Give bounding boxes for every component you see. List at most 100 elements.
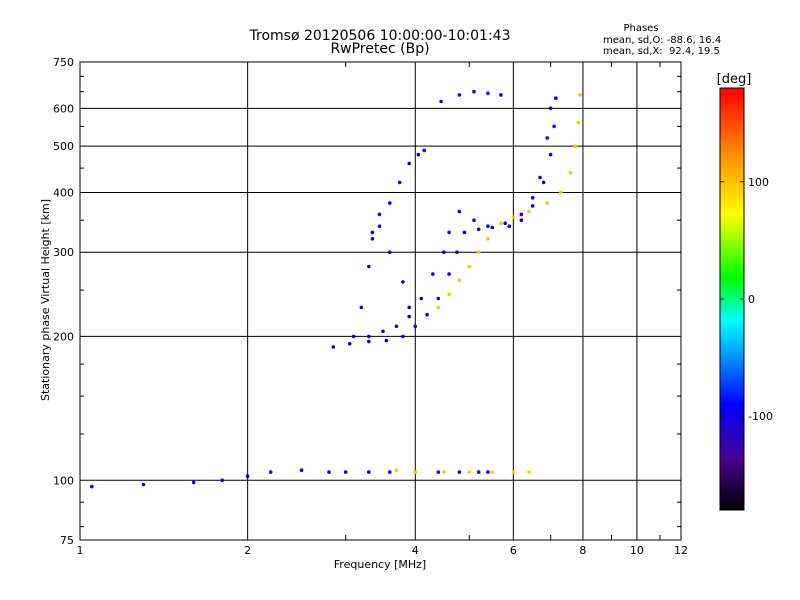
data-point-o xyxy=(401,334,405,339)
data-point-o xyxy=(407,314,412,319)
data-point-x xyxy=(447,292,451,297)
data-point-o xyxy=(457,209,462,214)
data-point-x xyxy=(436,305,441,310)
data-point-x xyxy=(576,120,581,125)
data-point-o xyxy=(519,212,524,217)
x-tick-label: 12 xyxy=(674,544,688,557)
data-point-o xyxy=(191,480,196,485)
x-tick-label: 2 xyxy=(244,544,251,557)
y-tick-label: 100 xyxy=(53,474,74,487)
data-point-o xyxy=(422,148,427,153)
data-point-o xyxy=(388,201,392,205)
data-point-x xyxy=(486,237,490,241)
data-point-o xyxy=(425,312,429,317)
data-point-o xyxy=(472,89,476,94)
y-tick-label: 75 xyxy=(60,534,74,547)
data-point-o xyxy=(347,342,352,346)
data-point-o xyxy=(554,96,558,100)
phases-box-line-o: mean, sd,O: -88.6, 16.4 xyxy=(603,35,721,46)
data-point-o xyxy=(90,484,94,489)
phases-box-title: Phases xyxy=(623,23,658,34)
phases-box-line-x: mean, sd,X: 92.4, 19.5 xyxy=(603,46,720,57)
data-point-x xyxy=(578,93,582,97)
chart-subtitle: RwPretec (Bp) xyxy=(330,41,429,57)
data-point-o xyxy=(367,334,371,339)
data-point-o xyxy=(401,280,405,284)
data-point-o xyxy=(245,474,250,479)
data-point-o xyxy=(351,334,356,339)
data-point-x xyxy=(467,264,472,269)
y-tick-label: 200 xyxy=(53,330,74,343)
data-point-o xyxy=(447,272,451,276)
data-point-o xyxy=(476,470,481,474)
data-point-o xyxy=(268,470,273,474)
data-point-x xyxy=(511,470,516,474)
data-point-o xyxy=(455,250,459,254)
data-point-o xyxy=(384,338,389,343)
data-point-x xyxy=(511,215,516,220)
y-tick-label: 600 xyxy=(53,102,74,115)
y-tick-label: 750 xyxy=(53,56,74,69)
data-point-o xyxy=(431,272,435,276)
data-point-o xyxy=(394,324,399,329)
data-point-x xyxy=(499,221,503,225)
grid-lines xyxy=(80,62,681,540)
data-point-o xyxy=(486,91,490,96)
x-tick-label: 4 xyxy=(412,544,419,557)
x-tick-label: 10 xyxy=(630,544,644,557)
data-point-x xyxy=(413,470,418,474)
data-point-o xyxy=(457,470,462,474)
colorbar-ticks: 100 0 -100 xyxy=(720,176,773,423)
data-point-o xyxy=(367,339,371,344)
data-point-o xyxy=(220,478,224,483)
data-point-o xyxy=(370,237,375,241)
data-point-o xyxy=(407,161,412,166)
data-point-o xyxy=(413,324,418,329)
x-tick-label: 8 xyxy=(579,544,586,557)
data-point-o xyxy=(476,227,481,232)
data-point-o xyxy=(343,470,348,474)
data-point-o xyxy=(486,470,490,474)
data-point-o xyxy=(552,124,556,129)
data-point-o xyxy=(436,470,441,474)
data-point-x xyxy=(568,170,573,175)
y-tick-label: 400 xyxy=(53,186,74,199)
data-point-o xyxy=(447,230,451,235)
data-point-x xyxy=(559,190,563,195)
colorbar-tick-label: 0 xyxy=(748,293,755,306)
data-point-o xyxy=(367,264,371,269)
data-point-o xyxy=(548,152,553,157)
y-tick-label: 300 xyxy=(53,246,74,259)
y-tick-label: 500 xyxy=(53,140,74,153)
data-point-o xyxy=(327,470,331,474)
data-point-o xyxy=(503,221,508,225)
data-points xyxy=(90,89,582,489)
data-point-o xyxy=(499,93,503,97)
data-point-o xyxy=(548,106,553,111)
x-axis-label: Frequency [MHz] xyxy=(334,558,426,571)
data-point-o xyxy=(419,296,424,301)
colorbar-tick-label: -100 xyxy=(748,410,773,423)
data-point-x xyxy=(527,470,531,474)
data-point-o xyxy=(388,470,392,474)
data-point-o xyxy=(299,468,304,473)
data-point-o xyxy=(457,93,462,97)
data-point-x xyxy=(527,209,531,214)
data-point-o xyxy=(370,230,375,235)
data-point-o xyxy=(462,230,467,235)
data-point-o xyxy=(367,470,371,474)
data-point-o xyxy=(545,136,549,140)
data-point-o xyxy=(407,305,412,310)
data-point-o xyxy=(442,250,446,254)
data-point-o xyxy=(507,224,512,228)
x-tick-label: 6 xyxy=(510,544,517,557)
y-axis-label: Stationary phase Virtual Height [km] xyxy=(39,199,52,401)
data-point-x xyxy=(545,201,549,205)
data-point-x xyxy=(442,470,446,474)
x-tick-label: 1 xyxy=(77,544,84,557)
chart-title: Tromsø 20120506 10:00:00-10:01:43 xyxy=(249,28,511,44)
data-point-o xyxy=(359,305,364,310)
plot-frame xyxy=(79,61,682,541)
